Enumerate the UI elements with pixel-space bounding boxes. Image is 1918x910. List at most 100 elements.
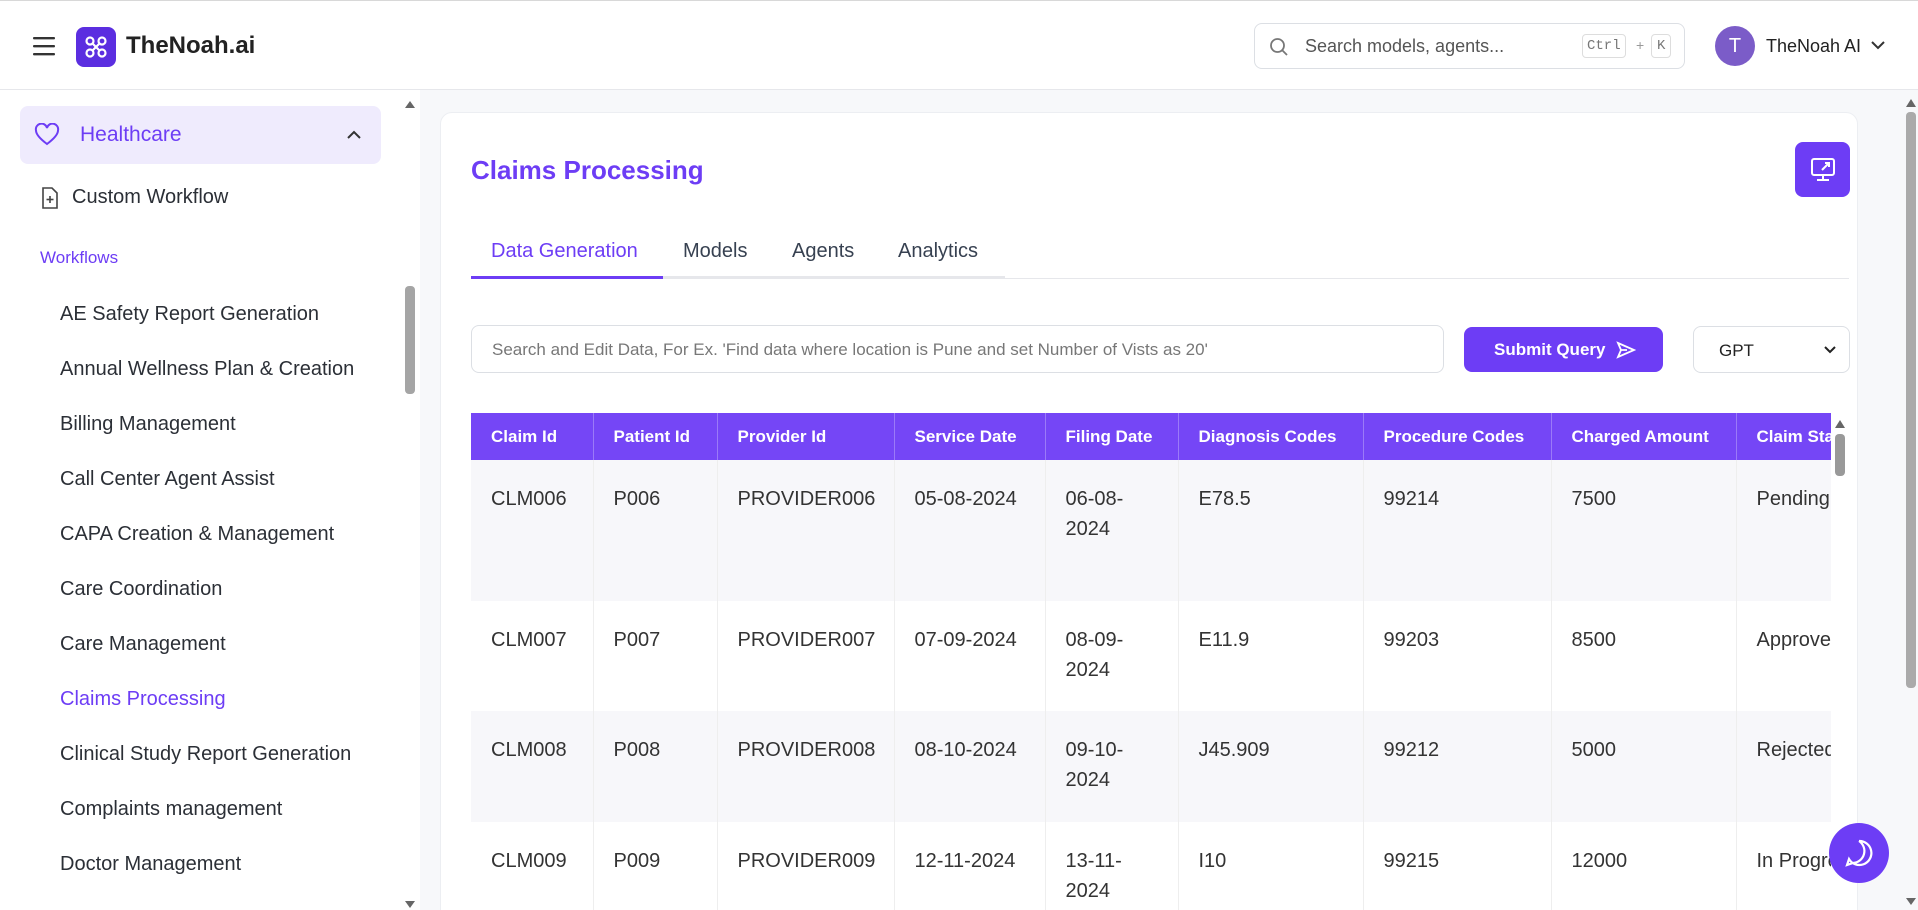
kbd-plus: + bbox=[1636, 37, 1644, 53]
query-input[interactable]: Search and Edit Data, For Ex. 'Find data… bbox=[471, 325, 1444, 373]
column-header[interactable]: Service Date bbox=[894, 413, 1045, 460]
logo[interactable] bbox=[76, 27, 116, 67]
workflow-item[interactable]: Care Management bbox=[60, 633, 226, 656]
table-cell: 5000 bbox=[1551, 711, 1736, 822]
workflow-item[interactable]: Complaints management bbox=[60, 798, 282, 821]
workflow-item[interactable]: Call Center Agent Assist bbox=[60, 468, 275, 491]
tab[interactable]: Agents bbox=[792, 240, 854, 263]
table-row: CLM009P009PROVIDER00912-11-202413-11-202… bbox=[471, 822, 1831, 910]
table-cell: PROVIDER009 bbox=[717, 822, 894, 910]
workflow-item[interactable]: Billing Management bbox=[60, 413, 236, 436]
user-menu-chevron[interactable] bbox=[1870, 39, 1886, 51]
column-header[interactable]: Procedure Codes bbox=[1363, 413, 1551, 460]
workflow-item[interactable]: Claims Processing bbox=[60, 688, 226, 711]
page-title: Claims Processing bbox=[471, 155, 704, 186]
model-select[interactable]: GPT bbox=[1693, 326, 1850, 373]
data-table-container: Claim IdPatient IdProvider IdService Dat… bbox=[471, 413, 1831, 910]
select-chevron bbox=[1823, 345, 1837, 355]
menu-button[interactable] bbox=[32, 35, 58, 57]
table-cell: 12000 bbox=[1551, 822, 1736, 910]
table-cell: P007 bbox=[593, 601, 717, 711]
table-row: CLM008P008PROVIDER00808-10-202409-10-202… bbox=[471, 711, 1831, 822]
send-icon bbox=[1616, 341, 1636, 359]
tab[interactable]: Data Generation bbox=[491, 240, 638, 263]
page-scrollbar bbox=[1904, 92, 1918, 910]
header: TheNoah.ai Search models, agents... Ctrl… bbox=[0, 0, 1918, 90]
column-header[interactable]: Diagnosis Codes bbox=[1178, 413, 1363, 460]
table-cell: 99203 bbox=[1363, 601, 1551, 711]
collapse-chevron[interactable] bbox=[346, 129, 362, 141]
table-head: Claim IdPatient IdProvider IdService Dat… bbox=[471, 413, 1831, 460]
table-cell: 13-11-2024 bbox=[1045, 822, 1178, 910]
tab[interactable]: Analytics bbox=[898, 240, 978, 263]
section-healthcare[interactable]: Healthcare bbox=[20, 106, 381, 164]
table-cell: Approved bbox=[1736, 601, 1831, 711]
workflow-item[interactable]: Annual Wellness Plan & Creation bbox=[60, 358, 354, 381]
column-header[interactable]: Charged Amount bbox=[1551, 413, 1736, 460]
table-cell: 08-09-2024 bbox=[1045, 601, 1178, 711]
brand[interactable]: TheNoah.ai bbox=[126, 32, 255, 60]
table-row: CLM006P006PROVIDER00605-08-202406-08-202… bbox=[471, 460, 1831, 601]
search-icon bbox=[1269, 37, 1289, 57]
table-cell: In Progress bbox=[1736, 822, 1831, 910]
table-cell: 08-10-2024 bbox=[894, 711, 1045, 822]
table-cell: 05-08-2024 bbox=[894, 460, 1045, 601]
group-label: Workflows bbox=[40, 248, 118, 268]
kbd-ctrl: Ctrl bbox=[1582, 34, 1626, 58]
data-table: Claim IdPatient IdProvider IdService Dat… bbox=[471, 413, 1831, 910]
active-tab-indicator bbox=[471, 276, 663, 279]
model-value: GPT bbox=[1719, 341, 1754, 361]
table-cell: 7500 bbox=[1551, 460, 1736, 601]
table-cell: 12-11-2024 bbox=[894, 822, 1045, 910]
sidebar-scrollbar bbox=[403, 95, 417, 910]
table-cell: E11.9 bbox=[1178, 601, 1363, 711]
table-cell: CLM007 bbox=[471, 601, 593, 711]
workflow-item[interactable]: AE Safety Report Generation bbox=[60, 303, 319, 326]
table-cell: 99214 bbox=[1363, 460, 1551, 601]
table-cell: E78.5 bbox=[1178, 460, 1363, 601]
user-name[interactable]: TheNoah AI bbox=[1766, 36, 1861, 57]
table-cell: PROVIDER007 bbox=[717, 601, 894, 711]
column-header[interactable]: Filing Date bbox=[1045, 413, 1178, 460]
column-header[interactable]: Claim Status bbox=[1736, 413, 1831, 460]
tab[interactable]: Models bbox=[683, 240, 747, 263]
present-button[interactable] bbox=[1795, 142, 1850, 197]
custom-workflow[interactable]: Custom Workflow bbox=[72, 186, 228, 209]
table-cell: PROVIDER006 bbox=[717, 460, 894, 601]
file-icon bbox=[41, 187, 59, 209]
submit-query-button[interactable]: Submit Query bbox=[1464, 327, 1663, 372]
workflow-item[interactable]: Clinical Study Report Generation bbox=[60, 743, 351, 766]
table-cell: Rejected bbox=[1736, 711, 1831, 822]
section-label: Healthcare bbox=[80, 123, 182, 147]
workflow-item[interactable]: CAPA Creation & Management bbox=[60, 523, 334, 546]
table-cell: Pending bbox=[1736, 460, 1831, 601]
submit-label: Submit Query bbox=[1494, 340, 1605, 360]
avatar[interactable]: T bbox=[1715, 26, 1755, 66]
heart-icon bbox=[34, 123, 60, 147]
column-header[interactable]: Provider Id bbox=[717, 413, 894, 460]
table-cell: P009 bbox=[593, 822, 717, 910]
table-row: CLM007P007PROVIDER00707-09-202408-09-202… bbox=[471, 601, 1831, 711]
table-cell: CLM009 bbox=[471, 822, 593, 910]
table-cell: 09-10-2024 bbox=[1045, 711, 1178, 822]
table-cell: CLM006 bbox=[471, 460, 593, 601]
table-cell: P008 bbox=[593, 711, 717, 822]
table-cell: J45.909 bbox=[1178, 711, 1363, 822]
kbd-k: K bbox=[1651, 34, 1671, 58]
table-cell: CLM008 bbox=[471, 711, 593, 822]
workflow-item[interactable]: Doctor Management bbox=[60, 853, 241, 876]
table-body: CLM006P006PROVIDER00605-08-202406-08-202… bbox=[471, 460, 1831, 910]
column-header[interactable]: Claim Id bbox=[471, 413, 593, 460]
workflow-item[interactable]: Care Coordination bbox=[60, 578, 222, 601]
table-cell: 06-08-2024 bbox=[1045, 460, 1178, 601]
table-cell: PROVIDER008 bbox=[717, 711, 894, 822]
chat-button[interactable] bbox=[1829, 823, 1889, 883]
query-placeholder: Search and Edit Data, For Ex. 'Find data… bbox=[492, 340, 1208, 360]
column-header[interactable]: Patient Id bbox=[593, 413, 717, 460]
table-cell: 99212 bbox=[1363, 711, 1551, 822]
table-cell: 8500 bbox=[1551, 601, 1736, 711]
global-search[interactable]: Search models, agents... Ctrl + K bbox=[1254, 23, 1685, 69]
table-cell: P006 bbox=[593, 460, 717, 601]
table-cell: 99215 bbox=[1363, 822, 1551, 910]
